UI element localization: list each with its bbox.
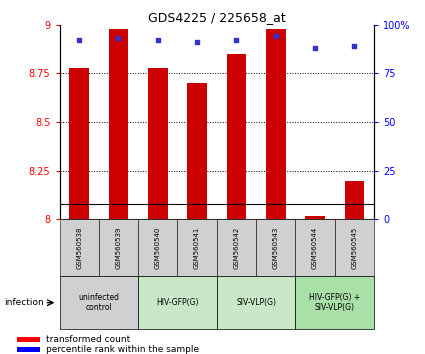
Bar [266, 29, 286, 219]
Bar [295, 219, 335, 276]
Text: GSM560539: GSM560539 [116, 227, 122, 269]
Text: transformed count: transformed count [46, 335, 130, 344]
Bar [17, 337, 40, 342]
Bar [335, 219, 374, 276]
Bar [305, 216, 325, 219]
Text: GSM560540: GSM560540 [155, 227, 161, 269]
Text: uninfected
control: uninfected control [78, 293, 119, 312]
Point [154, 38, 161, 43]
Bar [295, 276, 374, 329]
Text: GSM560543: GSM560543 [273, 227, 279, 269]
Point [194, 40, 201, 45]
Point [115, 35, 122, 41]
Bar [148, 68, 167, 219]
Bar [138, 276, 217, 329]
Point [76, 38, 82, 43]
Text: GSM560542: GSM560542 [233, 227, 239, 269]
Bar [69, 68, 89, 219]
Bar [256, 219, 295, 276]
Bar [138, 219, 178, 276]
Point [272, 34, 279, 39]
Bar [99, 219, 138, 276]
Bar [227, 54, 246, 219]
Text: HIV-GFP(G) +
SIV-VLP(G): HIV-GFP(G) + SIV-VLP(G) [309, 293, 360, 312]
Text: HIV-GFP(G): HIV-GFP(G) [156, 298, 198, 307]
Point [312, 45, 318, 51]
Point [233, 38, 240, 43]
Text: GSM560545: GSM560545 [351, 227, 357, 269]
Text: GSM560541: GSM560541 [194, 227, 200, 269]
Title: GDS4225 / 225658_at: GDS4225 / 225658_at [148, 11, 286, 24]
Text: GSM560544: GSM560544 [312, 227, 318, 269]
Bar [217, 276, 295, 329]
Bar [17, 347, 40, 352]
Text: SIV-VLP(G): SIV-VLP(G) [236, 298, 276, 307]
Bar [60, 219, 99, 276]
Bar [60, 276, 138, 329]
Text: GSM560538: GSM560538 [76, 227, 82, 269]
Bar [345, 181, 364, 219]
Bar [187, 83, 207, 219]
Point [351, 44, 358, 49]
Bar [217, 219, 256, 276]
Text: percentile rank within the sample: percentile rank within the sample [46, 345, 199, 354]
Text: infection: infection [4, 298, 44, 307]
Bar [178, 219, 217, 276]
Bar [109, 29, 128, 219]
